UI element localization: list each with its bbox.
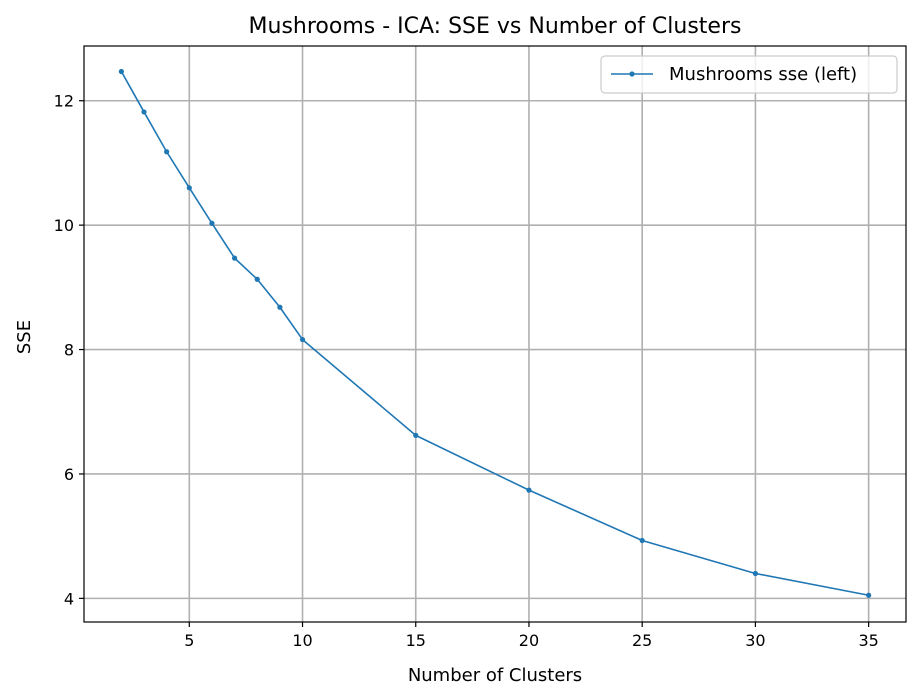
series-line [120, 71, 869, 597]
y-axis-label: SSE [14, 320, 35, 354]
data-point [866, 592, 872, 598]
x-tick-label: 20 [519, 631, 539, 650]
plot-frame [83, 45, 907, 623]
data-point [413, 432, 419, 438]
x-tick-label: 10 [292, 631, 312, 650]
y-tick-label: 4 [64, 589, 74, 608]
legend: Mushrooms sse (left) [600, 55, 898, 94]
y-tick-label: 10 [54, 216, 74, 235]
data-point [164, 149, 170, 155]
y-tick-label: 6 [64, 465, 74, 484]
data-point [118, 68, 124, 75]
data-point [299, 336, 306, 343]
data-point [209, 220, 215, 226]
legend-box [600, 55, 898, 94]
data-point [254, 276, 260, 282]
data-point [186, 185, 192, 191]
legend-label: Mushrooms sse (left) [669, 64, 857, 85]
grid [84, 46, 906, 622]
y-tick-label: 12 [54, 92, 74, 111]
x-tick-label: 5 [184, 631, 194, 650]
data-point [639, 537, 645, 544]
data-point [526, 487, 532, 493]
legend-point-marker [629, 71, 635, 77]
axis-ticks: 5 10 15 20 25 30 35 4 6 8 10 12 [54, 92, 879, 650]
x-tick-label: 15 [406, 631, 426, 650]
series-layer [118, 68, 872, 598]
data-point [141, 109, 147, 115]
data-point [277, 304, 283, 310]
x-axis-label: Number of Clusters [408, 665, 582, 686]
data-point [231, 255, 238, 261]
chart-title: Mushrooms - ICA: SSE vs Number of Cluste… [249, 14, 742, 39]
x-tick-label: 25 [632, 631, 652, 650]
x-tick-label: 35 [858, 631, 878, 650]
data-point [752, 570, 759, 577]
y-tick-label: 8 [64, 341, 74, 360]
x-tick-label: 30 [745, 631, 765, 650]
